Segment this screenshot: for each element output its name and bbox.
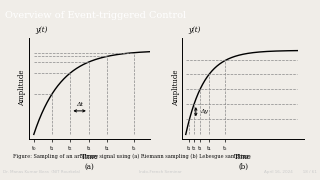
Text: Figure: Sampling of an arbitrary signal using (a) Riemann sampling (b) Lebesgue : Figure: Sampling of an arbitrary signal … (13, 153, 250, 159)
Text: April 16, 2024        18 / 61: April 16, 2024 18 / 61 (264, 170, 317, 174)
Text: Overview of Event-triggered Control: Overview of Event-triggered Control (4, 11, 186, 20)
Text: Δt: Δt (76, 102, 83, 107)
Text: (b): (b) (238, 163, 248, 171)
Text: y(t): y(t) (188, 26, 201, 34)
X-axis label: Time: Time (81, 153, 99, 161)
Text: y(t): y(t) (35, 26, 47, 34)
Y-axis label: Amplitude: Amplitude (18, 70, 26, 106)
X-axis label: Time: Time (234, 153, 252, 161)
Text: (a): (a) (85, 163, 94, 171)
Y-axis label: Amplitude: Amplitude (172, 70, 180, 106)
Text: Indo-French Seminar: Indo-French Seminar (139, 170, 181, 174)
Text: Δy: Δy (200, 109, 208, 114)
Text: Dr. Manas Kumar Bera  (NIT Rourkela): Dr. Manas Kumar Bera (NIT Rourkela) (3, 170, 81, 174)
